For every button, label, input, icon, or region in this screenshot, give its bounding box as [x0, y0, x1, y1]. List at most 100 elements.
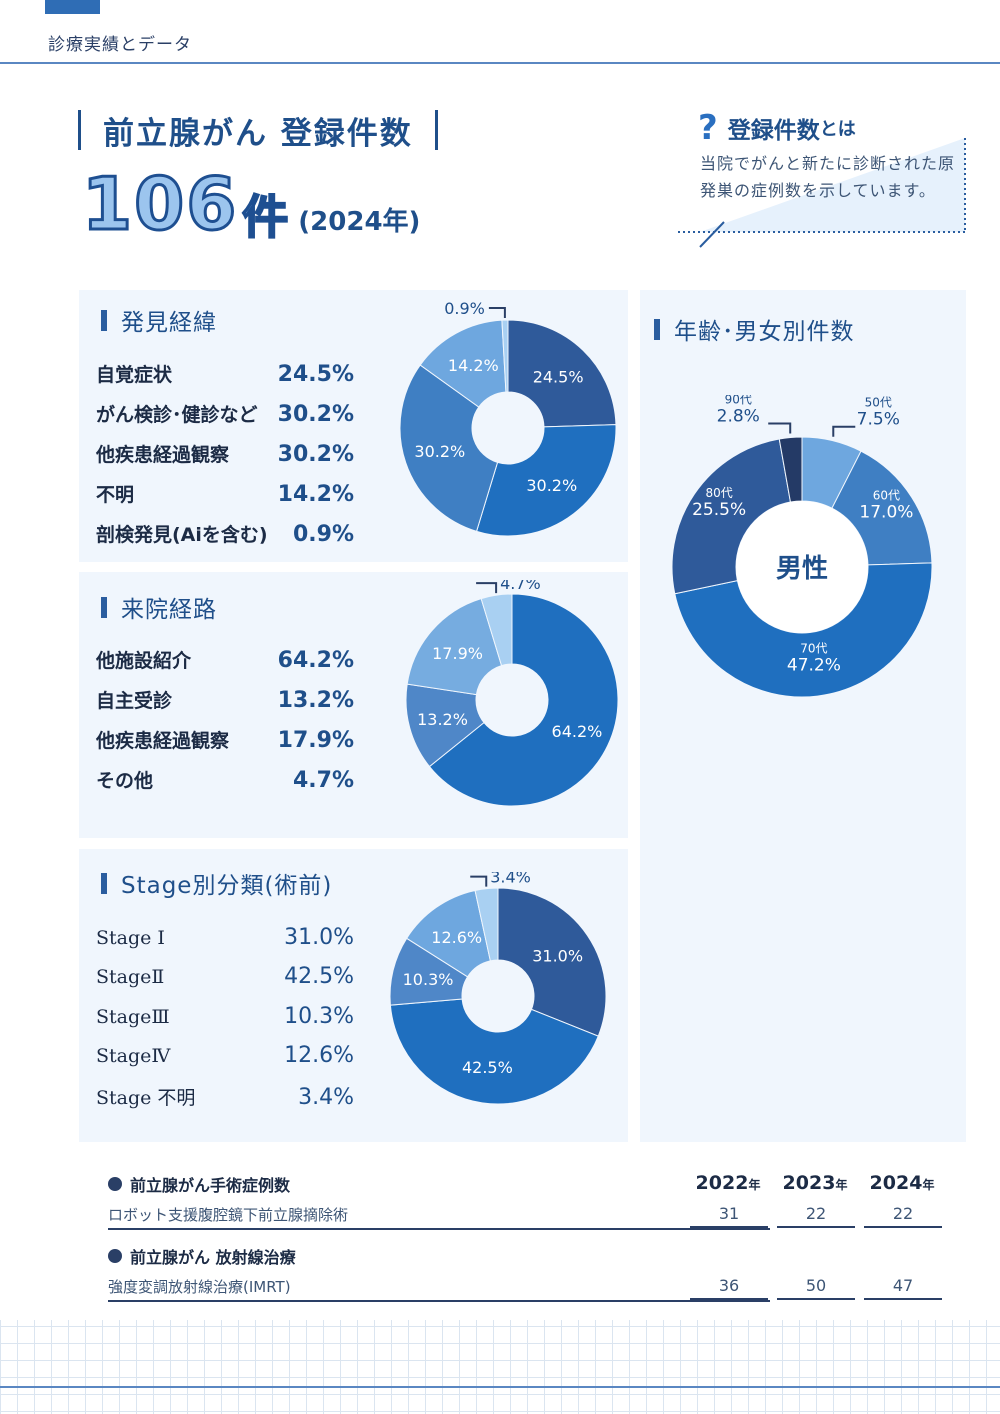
total-number: 106 [80, 162, 239, 246]
slice-category-label: 60代 [873, 488, 900, 502]
row-label: 不明 [96, 484, 135, 506]
row-value: 14.2% [277, 482, 354, 507]
bullet-icon [108, 1177, 122, 1191]
year-header-number: 2023 [782, 1172, 836, 1194]
page-title: 前立腺がん 登録件数 [78, 108, 460, 152]
definition-slash [699, 221, 725, 248]
section-label: 診療実績とデータ [48, 35, 192, 55]
definition-wedge [700, 138, 965, 232]
surgery-value-2022: 31 [690, 1204, 768, 1228]
row-label: StageⅢ [96, 1006, 170, 1028]
definition-title-suffix: とは [819, 119, 856, 140]
slice-value-label: 10.3% [403, 970, 454, 989]
page-title-text: 前立腺がん 登録件数 [103, 115, 413, 152]
year-header-unit: 年 [835, 1178, 848, 1192]
slice-value-label: 47.2% [787, 655, 841, 675]
radiation-value-2024: 47 [864, 1276, 942, 1300]
panel-discovery-title: 発見経緯 [101, 303, 217, 337]
panel-title-marker [101, 872, 107, 894]
row-value: 3.4% [298, 1085, 354, 1110]
panel-age [640, 290, 966, 1142]
definition-title-main: 登録件数 [727, 118, 820, 144]
slice-value-label: 24.5% [533, 367, 584, 386]
slice-value-label: 4.7% [500, 580, 541, 593]
surgery-value-2023: 22 [777, 1204, 855, 1228]
panel-discovery-title-text: 発見経緯 [121, 310, 217, 336]
radiation-heading: 前立腺がん 放射線治療 [108, 1244, 296, 1268]
year-header-2024: 2024年 [859, 1172, 945, 1194]
donut-slice [406, 597, 503, 696]
discovery-row: 不明 14.2% [96, 480, 354, 507]
donut-slice [501, 319, 509, 393]
row-value: 4.7% [292, 768, 354, 793]
panel-stage-title-text: Stage別分類(術前) [121, 873, 333, 899]
year-header-unit: 年 [748, 1178, 761, 1192]
slice-value-label: 31.0% [532, 947, 583, 966]
slice-value-label: 25.5% [692, 500, 746, 520]
row-value: 12.6% [284, 1043, 354, 1068]
year-header-unit: 年 [922, 1178, 935, 1192]
route-row: 他施設紹介 64.2% [96, 646, 354, 673]
row-value: 30.2% [277, 402, 354, 427]
row-value: 64.2% [277, 648, 354, 673]
row-value: 24.5% [277, 362, 354, 387]
slice-category-label: 80代 [705, 486, 732, 500]
panel-route-title: 来院経路 [101, 590, 217, 624]
slice-value-label: 42.5% [462, 1058, 513, 1077]
radiation-value-2022: 36 [690, 1276, 768, 1300]
row-value: 42.5% [284, 964, 354, 989]
panel-title-marker [101, 596, 107, 618]
row-label: 自覚症状 [96, 364, 173, 386]
total-count: 106 件 (2024年) [80, 162, 420, 246]
stage-row: StageⅡ 42.5% [96, 964, 354, 989]
row-label: Stage 不明 [96, 1087, 196, 1109]
slice-value-label: 17.9% [432, 644, 483, 663]
surgery-procedure-name: ロボット支援腹腔鏡下前立腺摘除術 [108, 1204, 770, 1230]
radiation-value-2023: 50 [777, 1276, 855, 1300]
slice-value-label: 0.9% [444, 300, 485, 318]
slice-category-label: 70代 [800, 641, 827, 655]
leader-line [470, 875, 488, 887]
question-icon: ? [698, 108, 718, 148]
leader-line [476, 582, 498, 594]
donut-slice [507, 319, 617, 428]
year-header-2023: 2023年 [772, 1172, 858, 1194]
donut-slice [405, 683, 485, 768]
slice-category-label: 90代 [725, 395, 752, 407]
leader-line [488, 307, 506, 319]
panel-age-title-text: 年齢･男女別件数 [674, 319, 855, 345]
stage-row: Stage 不明 3.4% [96, 1083, 354, 1110]
discovery-row: 他疾患経過観察 30.2% [96, 440, 354, 467]
chart-stage-donut: 31.0% 42.5% 10.3% 12.6% 3.4% [389, 872, 607, 1105]
row-value: 13.2% [277, 688, 354, 713]
panel-title-marker [101, 309, 107, 331]
radiation-procedure-name: 強度変調放射線治療(IMRT) [108, 1276, 770, 1302]
year-header-number: 2022 [695, 1172, 749, 1194]
donut-slice [497, 887, 607, 1037]
row-label: 自主受診 [96, 690, 173, 712]
discovery-row: 自覚症状 24.5% [96, 360, 354, 387]
panel-age-title: 年齢･男女別件数 [654, 312, 855, 346]
slice-value-label: 64.2% [552, 722, 603, 741]
definition-decoration [678, 138, 966, 248]
slice-value-label: 30.2% [414, 442, 465, 461]
donut-slice [419, 319, 507, 408]
year-header-number: 2024 [869, 1172, 923, 1194]
row-label: その他 [96, 770, 154, 792]
row-value: 30.2% [277, 442, 354, 467]
discovery-row: がん検診･健診など 30.2% [96, 400, 354, 427]
slice-value-label: 2.8% [717, 407, 760, 427]
donut-slice [475, 424, 617, 537]
chart-discovery-donut: 24.5% 30.2% 30.2% 14.2% 0.9% [399, 300, 617, 537]
panel-title-marker [654, 318, 660, 340]
row-value: 17.9% [277, 728, 354, 753]
row-value: 10.3% [284, 1004, 354, 1029]
slice-value-label: 30.2% [526, 476, 577, 495]
donut-slice [474, 887, 499, 962]
row-label: 他疾患経過観察 [96, 730, 230, 752]
donut-slice [389, 998, 599, 1105]
radiation-heading-text: 前立腺がん 放射線治療 [130, 1248, 296, 1267]
header-divider [0, 62, 1000, 64]
slice-value-label: 12.6% [431, 928, 482, 947]
